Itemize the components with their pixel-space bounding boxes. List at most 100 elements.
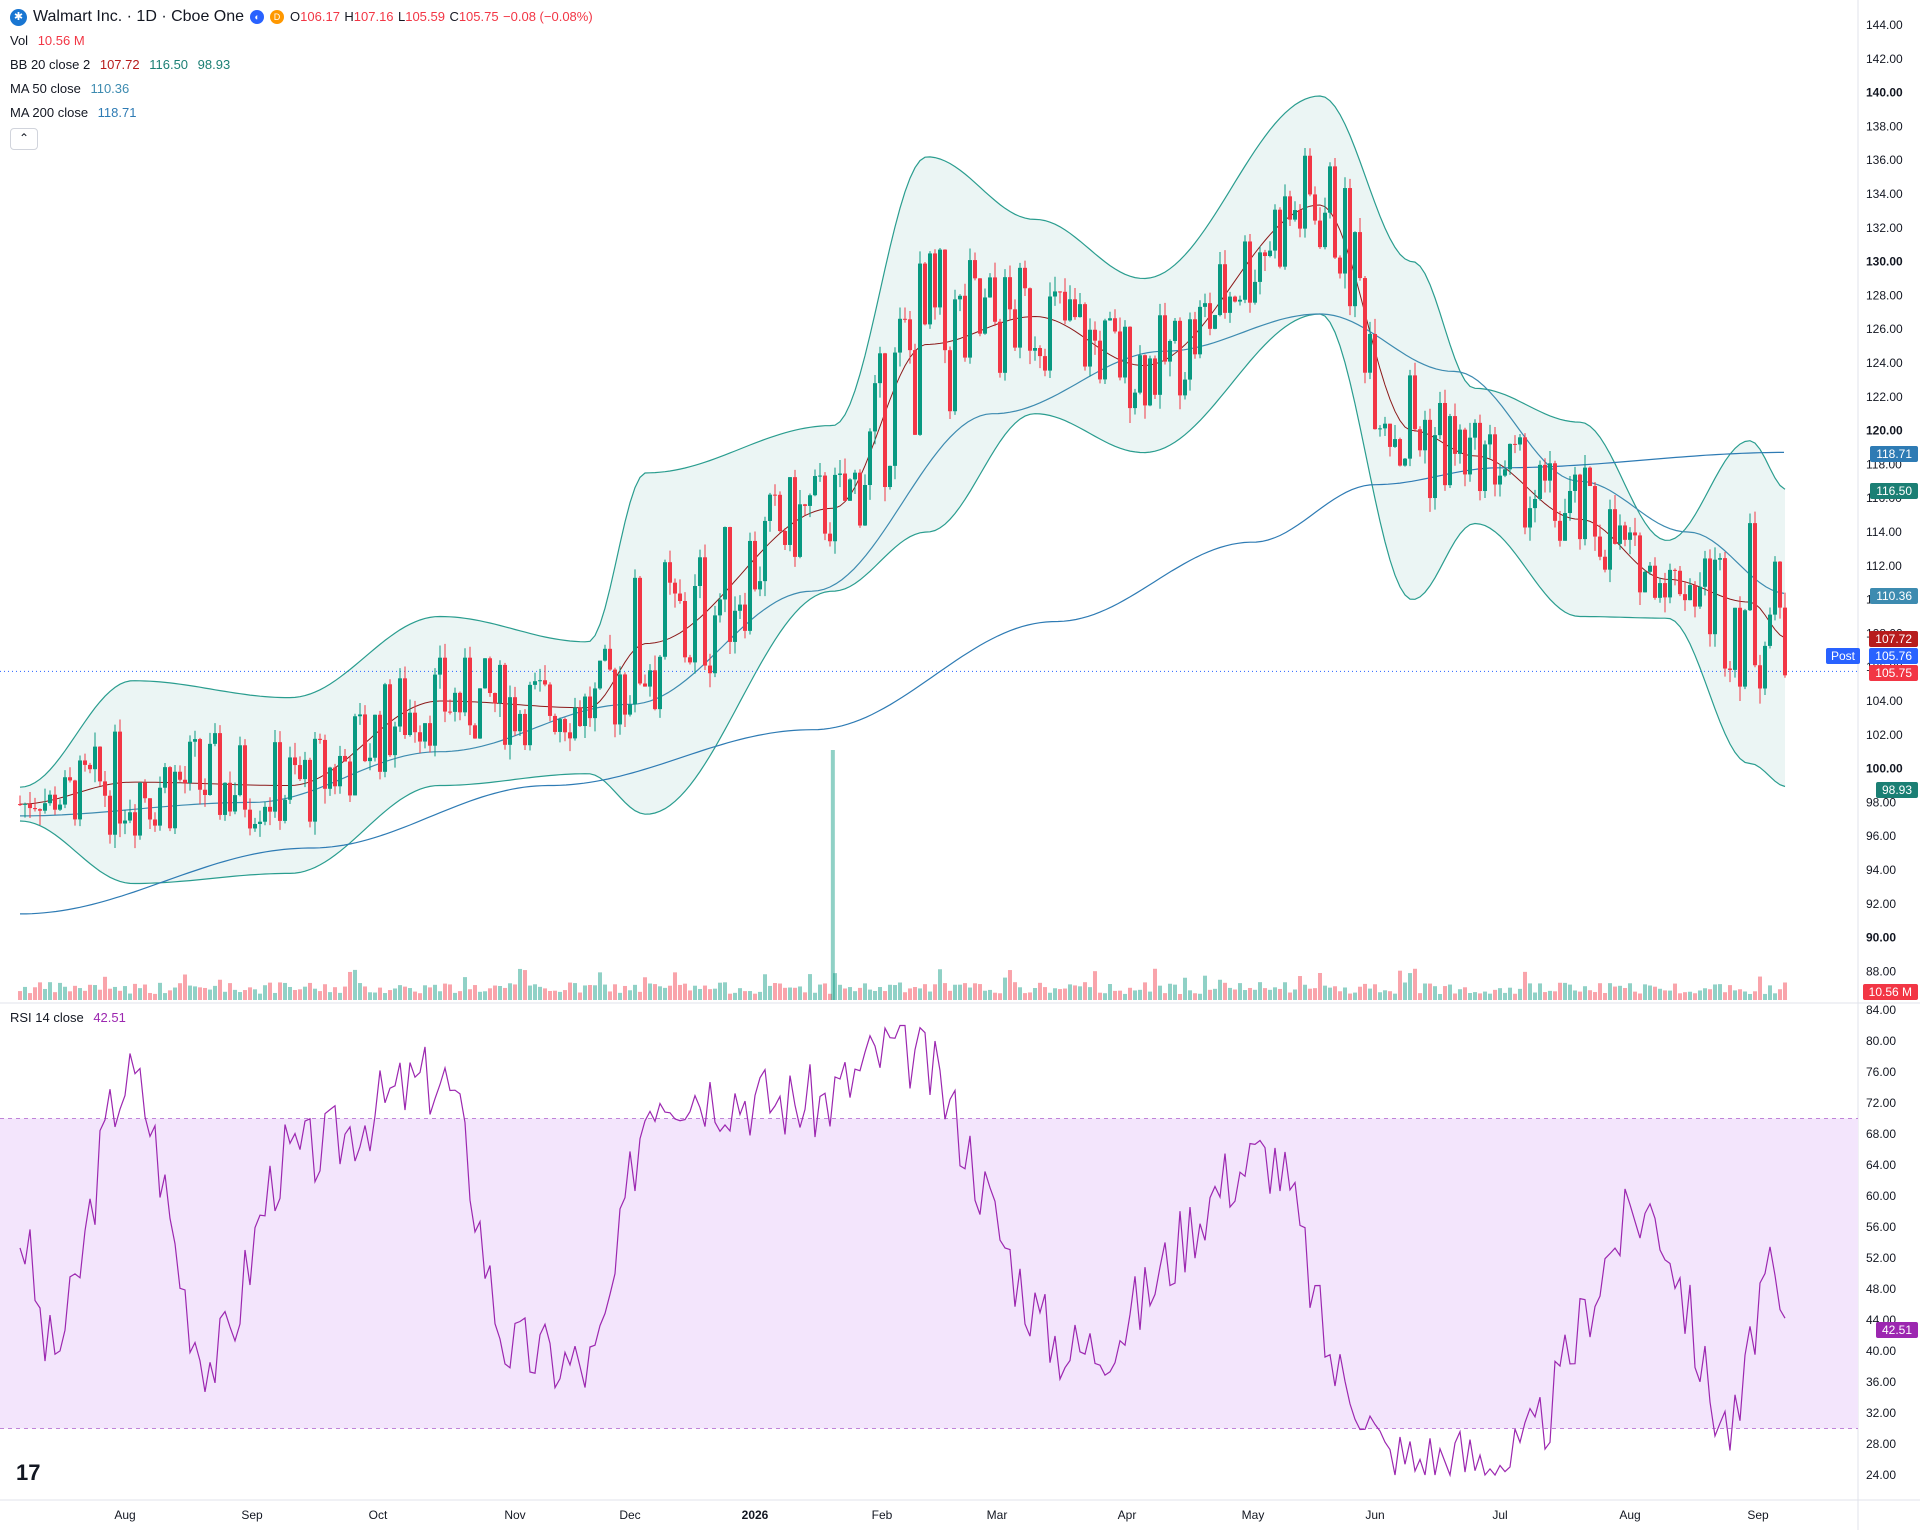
volume-bar (1283, 982, 1287, 1000)
candle-body (308, 759, 312, 822)
candle-body (558, 719, 562, 732)
volume-bar (1548, 990, 1552, 1000)
candle-body (103, 781, 107, 796)
candle-body (553, 715, 557, 732)
volume-bar (1098, 992, 1102, 1000)
volume-bar (208, 989, 212, 1000)
volume-bar (1523, 971, 1527, 1000)
volume-bar (178, 983, 182, 1000)
candle-body (118, 731, 122, 824)
ma200-legend[interactable]: MA 200 close 118.71 (10, 105, 136, 120)
candle-body (128, 812, 132, 821)
candle-body (513, 697, 517, 732)
candle-body (158, 787, 162, 826)
price-tick-label: 126.00 (1866, 322, 1903, 336)
price-tick-label: 98.00 (1866, 795, 1896, 809)
volume-bar (618, 992, 622, 1000)
volume-bar (1168, 983, 1172, 1000)
candle-body (1463, 429, 1467, 475)
candle-body (1128, 326, 1132, 409)
volume-bar (1463, 987, 1467, 1000)
volume-bar (728, 993, 732, 1000)
volume-bar (1638, 993, 1642, 1000)
candle-body (1743, 610, 1747, 687)
rsi-legend[interactable]: RSI 14 close 42.51 (10, 1010, 126, 1025)
candle-body (913, 350, 917, 435)
volume-bar (998, 993, 1002, 1000)
candle-body (1038, 348, 1042, 357)
volume-bar (858, 987, 862, 1000)
bollinger-fill (20, 96, 1785, 884)
volume-bar (1183, 977, 1187, 1000)
bb-lower-value: 98.93 (197, 57, 231, 72)
candle-body (1563, 513, 1567, 541)
tradingview-logo[interactable]: 17 (16, 1460, 41, 1485)
volume-bar (1103, 993, 1107, 1000)
volume-label: Vol (10, 33, 29, 48)
bb-legend[interactable]: BB 20 close 2 107.72 116.50 98.93 (10, 57, 230, 72)
price-tick-label: 140.00 (1866, 86, 1903, 100)
candle-body (1638, 535, 1642, 593)
low-value: 105.59 (405, 9, 445, 24)
candle-body (1783, 607, 1787, 676)
candle-body (1353, 232, 1357, 307)
candle-body (683, 600, 687, 658)
volume-bar (648, 983, 652, 1000)
rsi-tick-label: 40.00 (1866, 1344, 1896, 1358)
candle-body (258, 821, 262, 824)
volume-bar (288, 986, 292, 1000)
candle-body (283, 799, 287, 821)
candle-body (833, 474, 837, 542)
volume-bar (18, 991, 22, 1000)
candle-body (973, 260, 977, 279)
volume-legend[interactable]: Vol 10.56 M (10, 33, 85, 48)
candle-body (733, 610, 737, 642)
volume-bar (958, 984, 962, 1000)
candle-body (628, 704, 632, 715)
volume-bar (1133, 990, 1137, 1000)
candle-body (678, 593, 682, 601)
volume-bar (168, 990, 172, 1000)
candle-body (238, 745, 242, 796)
candle-body (813, 476, 817, 496)
volume-bar (1398, 970, 1402, 1000)
candle-body (1083, 304, 1087, 367)
volume-bar (1683, 992, 1687, 1000)
candle-body (1278, 209, 1282, 267)
volume-bar (333, 987, 337, 1000)
candle-body (998, 321, 1002, 373)
candle-body (1438, 402, 1442, 436)
volume-bar (578, 992, 582, 1000)
volume-bar (1343, 987, 1347, 1000)
symbol-legend[interactable]: ✱ Walmart Inc. · 1D · Cboe One ◐ D O106.… (10, 8, 593, 26)
candle-body (528, 684, 532, 746)
candle-body (618, 674, 622, 725)
volume-bar (1083, 982, 1087, 1000)
volume-bar (1508, 987, 1512, 1000)
candle-body (1073, 299, 1077, 318)
candle-body (908, 319, 912, 351)
volume-bar (263, 985, 267, 1000)
candle-body (1748, 523, 1752, 611)
price-tick-label: 132.00 (1866, 221, 1903, 235)
collapse-legend-button[interactable]: ⌃ (10, 128, 38, 150)
volume-pill: 10.56 M (1862, 984, 1918, 1000)
candle-body (1373, 333, 1377, 430)
candle-body (783, 531, 787, 545)
candle-body (1398, 439, 1402, 466)
volume-bar (748, 991, 752, 1000)
volume-bar (758, 991, 762, 1000)
volume-bar (318, 991, 322, 1000)
price-tick-label: 100.00 (1866, 762, 1903, 776)
price-tick-label: 88.00 (1866, 964, 1896, 978)
candle-body (33, 808, 37, 810)
ma50-legend[interactable]: MA 50 close 110.36 (10, 81, 129, 96)
low-label: L (397, 9, 406, 24)
volume-bar (1153, 968, 1157, 1000)
price-tick-label: 128.00 (1866, 288, 1903, 302)
candle-body (593, 688, 597, 719)
volume-bar (183, 974, 187, 1000)
candle-body (1448, 416, 1452, 486)
candle-body (1093, 329, 1097, 341)
